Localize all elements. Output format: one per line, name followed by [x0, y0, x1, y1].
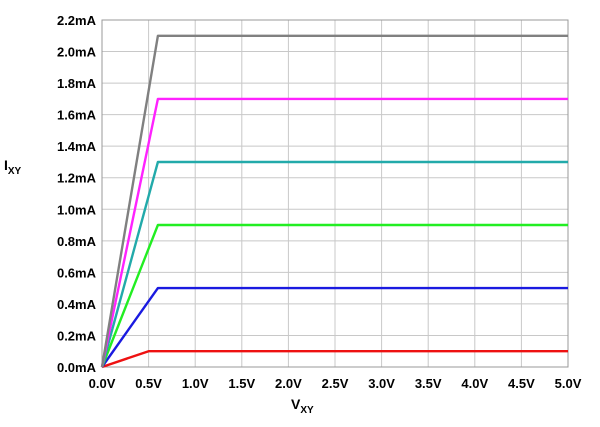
x-tick-label: 4.0V	[461, 376, 488, 391]
y-tick-labels: 0.0mA 0.2mA 0.4mA 0.6mA 0.8mA 1.0mA 1.2mA 1.4mA…	[57, 13, 97, 375]
plot-frame	[101, 19, 569, 368]
y-tick-label: 1.0mA	[57, 202, 97, 217]
series-line-6	[100, 34, 568, 368]
x-tick-label: 0.5V	[135, 376, 162, 391]
x-tick-label: 2.0V	[275, 376, 302, 391]
x-tick-label: 3.5V	[415, 376, 442, 391]
y-axis-label-main: I	[4, 157, 8, 173]
x-tick-label: 3.0V	[368, 376, 395, 391]
y-tick-label: 2.0mA	[57, 45, 97, 60]
series-group	[100, 34, 568, 369]
x-axis-label-sub: XY	[300, 405, 314, 416]
y-tick-label: 1.4mA	[57, 139, 97, 154]
series-line-1	[101, 350, 568, 369]
y-tick-label: 1.2mA	[57, 171, 97, 186]
series-line-3	[100, 223, 568, 368]
x-tick-label: 1.5V	[228, 376, 255, 391]
x-axis-label-main: V	[291, 396, 301, 412]
x-tick-label: 2.5V	[322, 376, 349, 391]
y-tick-label: 0.4mA	[57, 297, 97, 312]
x-tick-label: 1.0V	[182, 376, 209, 391]
y-tick-label: 0.8mA	[57, 234, 97, 249]
grid	[101, 19, 569, 368]
y-tick-label: 1.8mA	[57, 76, 97, 91]
x-tick-label: 4.5V	[508, 376, 535, 391]
series-line-2	[101, 286, 568, 368]
series-line-4	[100, 160, 568, 368]
x-axis-label: VXY	[291, 396, 314, 416]
y-axis-label: IXY	[4, 157, 22, 177]
y-tick-label: 0.6mA	[57, 265, 97, 280]
x-tick-label: 0.0V	[89, 376, 116, 391]
y-tick-label: 1.6mA	[57, 108, 97, 123]
x-tick-label: 5.0V	[555, 376, 582, 391]
y-axis-label-sub: XY	[8, 166, 22, 177]
series-line-5	[100, 97, 568, 368]
x-tick-labels: 0.0V 0.5V 1.0V 1.5V 2.0V 2.5V 3.0V 3.5V 4.0V 4.5V…	[89, 376, 582, 391]
y-tick-label: 0.2mA	[57, 328, 97, 343]
y-tick-label: 2.2mA	[57, 13, 97, 28]
y-tick-label: 0.0mA	[57, 360, 97, 375]
